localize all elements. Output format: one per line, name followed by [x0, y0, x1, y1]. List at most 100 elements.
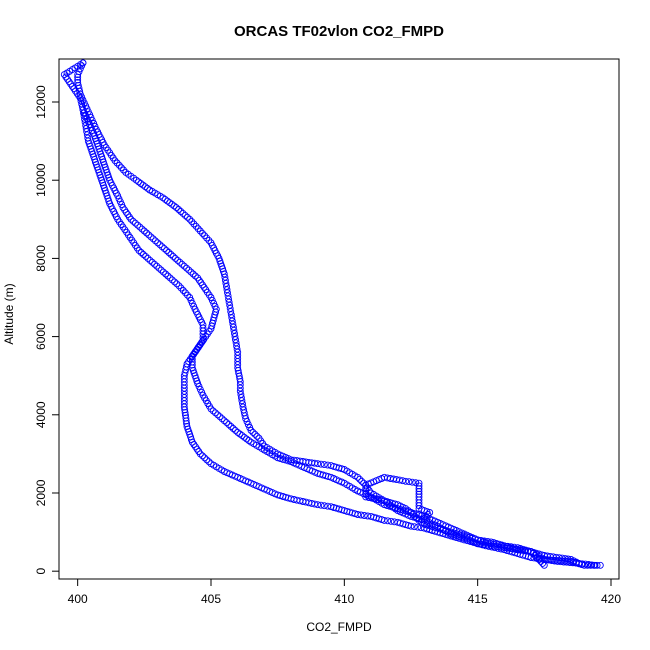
- data-point: [415, 479, 423, 487]
- data-point: [201, 232, 209, 240]
- data-point: [500, 542, 508, 550]
- data-point: [327, 462, 335, 470]
- data-point: [157, 266, 165, 274]
- data-point: [173, 280, 181, 288]
- x-tick-label: 415: [468, 592, 488, 606]
- data-point: [203, 456, 211, 464]
- data-point: [327, 503, 335, 511]
- data-point: [186, 215, 194, 223]
- data-point: [151, 237, 159, 245]
- data-point: [159, 268, 167, 276]
- data-point: [540, 561, 548, 569]
- data-point: [175, 206, 183, 213]
- data-point: [176, 258, 184, 266]
- data-point: [399, 477, 407, 485]
- data-point: [231, 426, 239, 434]
- data-point: [166, 274, 174, 282]
- data-point: [177, 284, 185, 292]
- y-tick-label: 0: [34, 568, 48, 575]
- data-point: [163, 197, 171, 205]
- data-point: [74, 76, 82, 84]
- data-point: [229, 320, 237, 328]
- data-point: [191, 272, 199, 280]
- data-point: [356, 475, 364, 483]
- data-point: [216, 413, 224, 421]
- data-point: [199, 229, 206, 237]
- data-point: [249, 428, 257, 436]
- data-point: [178, 260, 186, 268]
- data-point: [405, 478, 413, 486]
- data-point: [535, 556, 543, 563]
- data-point: [223, 419, 231, 427]
- data-point: [194, 225, 202, 233]
- data-point: [205, 236, 213, 244]
- y-tick-label: 12000: [34, 85, 48, 119]
- x-tick-label: 405: [201, 592, 221, 606]
- x-tick-label: 400: [68, 592, 88, 606]
- data-point: [253, 432, 261, 440]
- data-point: [537, 557, 545, 565]
- data-point: [520, 547, 528, 555]
- data-point: [171, 254, 179, 262]
- data-point: [225, 421, 233, 429]
- data-point: [144, 254, 152, 262]
- data-point: [239, 403, 247, 411]
- data-point: [143, 184, 151, 192]
- data-point: [581, 560, 589, 568]
- data-point: [358, 477, 366, 485]
- data-point: [317, 501, 325, 509]
- data-point: [165, 249, 173, 256]
- data-point: [387, 517, 395, 525]
- data-point: [163, 247, 171, 255]
- data-point: [146, 186, 154, 194]
- data-point: [120, 166, 127, 174]
- data-point: [524, 547, 532, 555]
- data-point: [147, 233, 155, 241]
- data-point: [164, 272, 172, 280]
- data-point: [408, 478, 416, 486]
- data-point: [233, 342, 241, 350]
- data-point: [402, 477, 410, 485]
- data-point: [184, 291, 191, 299]
- data-point: [320, 461, 328, 469]
- data-point: [533, 554, 541, 561]
- data-point: [415, 487, 423, 495]
- data-point: [209, 407, 217, 415]
- data-point: [497, 541, 505, 549]
- data-point: [588, 561, 596, 569]
- data-point: [422, 512, 430, 520]
- data-point: [149, 235, 157, 243]
- data-point: [426, 509, 434, 516]
- data-point: [136, 223, 144, 231]
- data-point: [238, 432, 246, 440]
- data-point: [420, 514, 428, 522]
- data-point: [527, 548, 535, 556]
- data-point: [153, 262, 161, 270]
- x-tick-label: 410: [334, 592, 354, 606]
- data-point: [139, 181, 147, 189]
- data-point: [160, 245, 168, 253]
- data-point: [79, 59, 87, 67]
- data-point: [324, 502, 332, 510]
- data-point: [155, 264, 163, 272]
- data-point: [194, 274, 202, 282]
- data-point: [240, 433, 248, 441]
- data-point: [117, 164, 125, 172]
- data-point: [151, 260, 159, 268]
- data-point: [324, 461, 332, 469]
- data-point: [236, 430, 244, 438]
- data-point: [188, 218, 196, 226]
- data-point: [84, 134, 92, 142]
- data-point: [591, 561, 599, 569]
- data-point: [199, 452, 206, 460]
- data-point: [154, 239, 162, 247]
- data-point: [174, 256, 182, 264]
- data-point: [141, 183, 149, 191]
- data-point: [414, 523, 422, 531]
- data-point: [196, 227, 204, 235]
- data-point: [183, 213, 191, 221]
- data-point: [142, 252, 150, 260]
- x-axis-label: CO2_FMPD: [306, 620, 372, 634]
